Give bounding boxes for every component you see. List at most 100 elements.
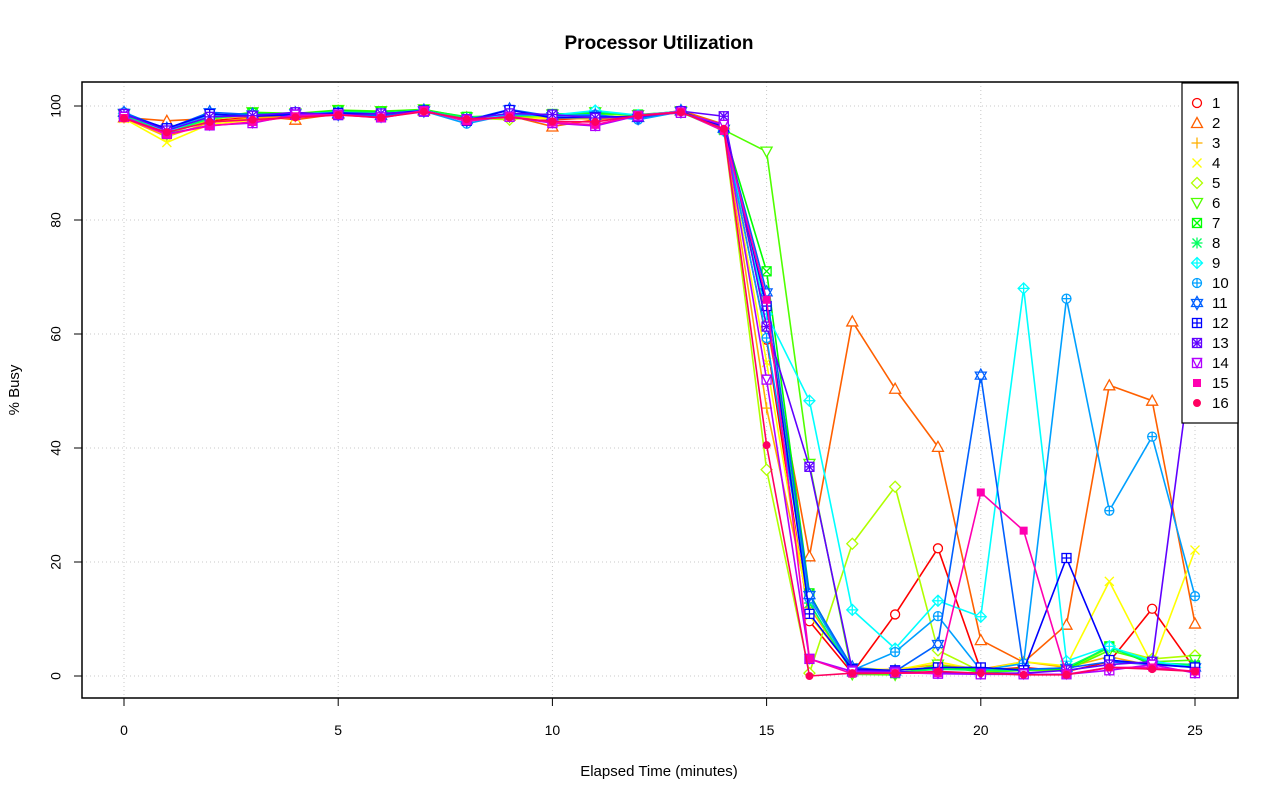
data-point <box>1190 197 1204 210</box>
legend-item-1: 1 <box>1191 95 1220 112</box>
series-line <box>123 110 1196 672</box>
legend-item-12: 12 <box>1191 315 1229 332</box>
x-tick-label: 25 <box>1187 722 1203 738</box>
data-point <box>1061 293 1072 304</box>
series-line <box>123 109 1196 672</box>
grid <box>82 82 1238 698</box>
series-line <box>123 109 1196 669</box>
data-point <box>1148 665 1157 674</box>
data-point <box>974 633 988 646</box>
data-point <box>762 441 771 450</box>
series-6 <box>117 104 1202 682</box>
data-point <box>1017 281 1031 295</box>
data-point <box>1191 337 1203 349</box>
series-line <box>123 110 1196 677</box>
series-14 <box>118 105 1201 681</box>
legend-label: 13 <box>1212 335 1229 352</box>
series-10 <box>118 105 1201 676</box>
data-point <box>1191 217 1203 229</box>
data-point <box>1191 357 1203 369</box>
data-point <box>719 124 728 133</box>
legend-label: 11 <box>1212 295 1228 312</box>
x-tick-label: 20 <box>973 722 989 738</box>
legend-item-11: 11 <box>1190 295 1228 312</box>
plot-frame <box>81 81 1239 699</box>
data-point <box>1190 116 1204 129</box>
y-axis-label: % Busy <box>6 364 23 415</box>
data-point <box>974 610 988 624</box>
series-layer <box>117 101 1202 682</box>
data-point <box>888 480 902 494</box>
chart-title: Processor Utilization <box>565 33 754 54</box>
series-5 <box>117 103 1202 680</box>
data-point <box>120 114 128 123</box>
series-13 <box>118 105 1201 679</box>
data-point <box>1191 667 1199 676</box>
data-point <box>845 537 859 551</box>
data-point <box>1145 393 1159 406</box>
data-point <box>291 113 300 122</box>
legend-label: 2 <box>1212 115 1220 132</box>
data-point <box>845 603 859 617</box>
legend-label: 6 <box>1212 195 1220 212</box>
data-point <box>889 609 901 620</box>
series-12 <box>118 104 1201 676</box>
data-point <box>931 440 945 453</box>
data-point <box>1102 639 1116 653</box>
data-point <box>1147 603 1158 614</box>
series-line <box>123 110 1196 676</box>
data-point <box>976 669 985 678</box>
series-16 <box>120 107 1199 680</box>
series-line <box>123 109 1196 674</box>
data-point <box>1104 505 1115 516</box>
data-point <box>845 314 859 327</box>
x-axis: 0 5 10 15 20 25 <box>120 697 1203 738</box>
data-point <box>888 381 902 394</box>
series-line <box>123 108 1196 676</box>
data-point <box>505 113 514 122</box>
data-point <box>334 111 343 120</box>
data-point <box>1188 616 1202 629</box>
data-point <box>1102 378 1116 391</box>
data-point <box>760 146 774 159</box>
data-point <box>931 636 945 652</box>
legend-item-8: 8 <box>1191 235 1220 252</box>
series-3 <box>118 106 1201 676</box>
legend-label: 9 <box>1212 255 1220 272</box>
legend-item-3: 3 <box>1191 135 1220 152</box>
legend-item-2: 2 <box>1190 115 1220 132</box>
data-point <box>1147 431 1158 442</box>
legend-item-4: 4 <box>1192 155 1220 172</box>
series-8 <box>118 105 1201 679</box>
data-point <box>933 667 942 676</box>
data-point <box>1191 277 1203 289</box>
legend-label: 10 <box>1212 275 1229 292</box>
series-line <box>123 110 1196 674</box>
data-point <box>1190 545 1200 555</box>
data-point <box>248 115 257 124</box>
data-point <box>1190 176 1204 190</box>
data-point <box>974 367 988 384</box>
y-axis: 0 20 40 60 80 100 <box>48 94 82 680</box>
series-line <box>123 109 1196 674</box>
data-point <box>761 266 772 277</box>
data-point <box>1192 158 1202 168</box>
series-line <box>123 109 1196 676</box>
legend-label: 4 <box>1212 155 1220 172</box>
legend-label: 12 <box>1212 315 1229 332</box>
series-2 <box>117 103 1202 668</box>
data-point <box>377 113 386 122</box>
series-line <box>123 110 1196 672</box>
data-point <box>1105 663 1114 672</box>
data-point <box>462 115 471 124</box>
series-11 <box>117 101 1202 680</box>
data-point <box>1191 237 1203 249</box>
data-point <box>804 461 815 472</box>
data-point <box>932 543 944 554</box>
series-line <box>123 110 1196 674</box>
data-point <box>761 374 773 386</box>
data-point <box>889 646 901 658</box>
data-point <box>1193 399 1201 407</box>
